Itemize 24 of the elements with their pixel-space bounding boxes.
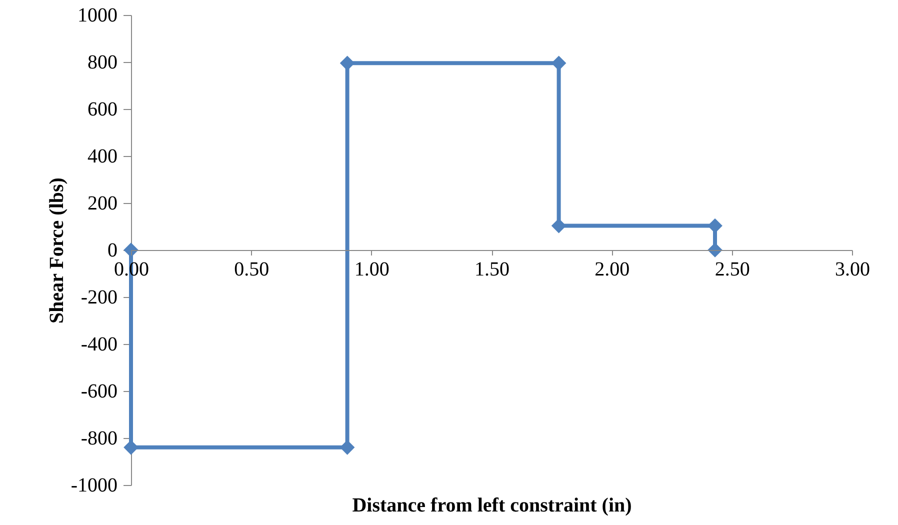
x-axis-title: Distance from left constraint (in) [352, 494, 632, 516]
point [708, 218, 722, 234]
y-tick-label: 0 [108, 240, 118, 262]
x-tick-label: 1.50 [474, 258, 510, 280]
y-tick-label: 200 [88, 192, 118, 214]
x-tick-label: 2.00 [594, 258, 630, 280]
y-tick-label: -1000 [70, 474, 118, 496]
x-tick-label: 3.00 [835, 258, 870, 280]
point [340, 56, 355, 71]
x-tick-label: 0.50 [234, 258, 270, 280]
x-tick-label: 2.50 [714, 258, 750, 280]
y-tick-label: -800 [80, 428, 118, 450]
y-tick-label: -600 [80, 380, 118, 402]
y-tick-label: 600 [88, 98, 118, 120]
y-tick-label: -200 [80, 286, 118, 308]
y-axis-title: Shear Force (lbs) [46, 178, 68, 324]
y-tick-label: 800 [88, 52, 118, 74]
y-tick-label: 400 [88, 146, 118, 168]
point [551, 56, 566, 71]
point [340, 440, 355, 455]
y-tick-label: -400 [80, 334, 118, 356]
y-tick-label: 1000 [78, 4, 118, 26]
point [551, 218, 566, 234]
x-tick-label: 1.00 [354, 258, 390, 280]
